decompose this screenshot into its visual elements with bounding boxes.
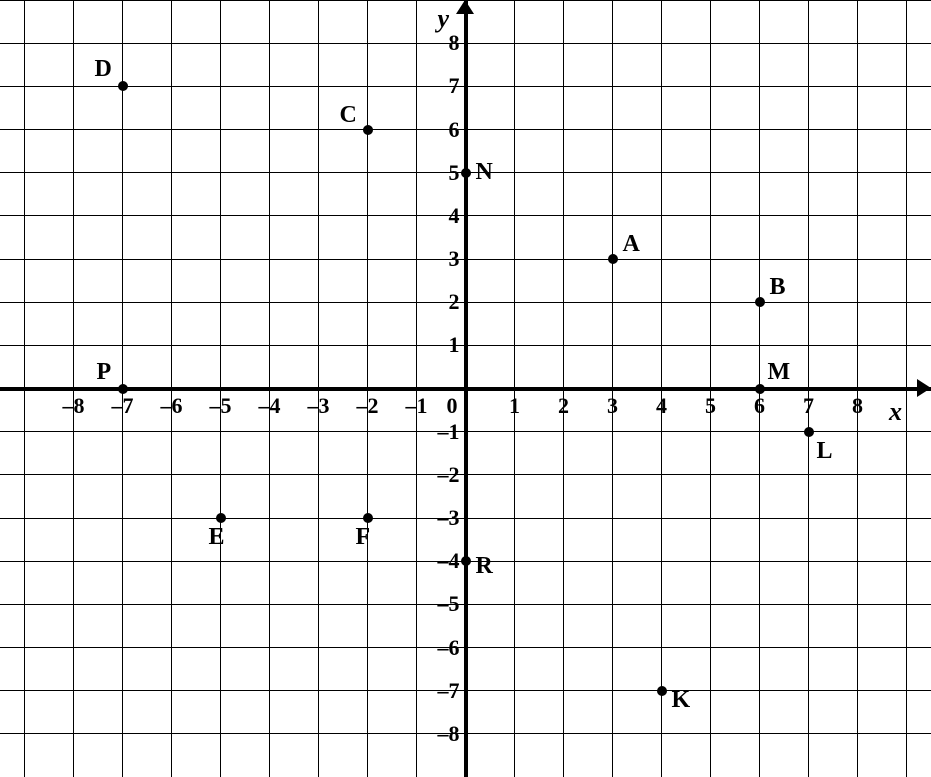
point-label-L: L <box>817 438 833 465</box>
y-tick-label: –8 <box>438 721 460 747</box>
x-tick-label: 8 <box>852 393 863 419</box>
x-tick-label: 6 <box>754 393 765 419</box>
y-axis <box>464 0 468 777</box>
point-M <box>755 384 765 394</box>
point-label-A: A <box>623 231 640 258</box>
y-tick-label: –1 <box>438 419 460 445</box>
x-tick-label: 1 <box>509 393 520 419</box>
y-tick-label: 7 <box>449 73 460 99</box>
point-label-C: C <box>340 102 357 129</box>
y-tick-label: 1 <box>449 332 460 358</box>
point-R <box>461 556 471 566</box>
point-K <box>657 686 667 696</box>
y-tick-label: 4 <box>449 203 460 229</box>
coordinate-plane: –8 –7 –6 –5 –4 –3 –2 –1 1 2 3 4 5 6 7 8 –8 –7 –6 –5 –4 –3 –2 –1… <box>0 0 931 777</box>
point-label-B: B <box>770 274 786 301</box>
x-tick-label: –8 <box>63 393 85 419</box>
x-axis-arrow <box>917 379 931 397</box>
point-D <box>118 81 128 91</box>
point-N <box>461 168 471 178</box>
point-label-K: K <box>672 687 691 714</box>
point-A <box>608 254 618 264</box>
point-label-M: M <box>768 359 791 386</box>
origin-label: 0 <box>447 393 458 419</box>
point-label-F: F <box>356 524 371 551</box>
point-E <box>216 513 226 523</box>
point-P <box>118 384 128 394</box>
y-tick-label: –6 <box>438 635 460 661</box>
x-tick-label: 2 <box>558 393 569 419</box>
y-tick-label: 8 <box>449 30 460 56</box>
y-tick-label: 6 <box>449 117 460 143</box>
y-tick-label: –5 <box>438 591 460 617</box>
y-axis-label: y <box>438 4 450 34</box>
x-tick-label: –6 <box>161 393 183 419</box>
y-axis-arrow <box>456 0 474 14</box>
y-tick-label: 3 <box>449 246 460 272</box>
point-B <box>755 297 765 307</box>
x-tick-label: 3 <box>607 393 618 419</box>
x-tick-label: 4 <box>656 393 667 419</box>
point-label-E: E <box>209 524 225 551</box>
y-tick-label: –3 <box>438 505 460 531</box>
y-tick-label: –4 <box>438 548 460 574</box>
x-tick-label: –5 <box>210 393 232 419</box>
y-tick-label: 2 <box>449 289 460 315</box>
point-label-D: D <box>95 56 112 83</box>
x-tick-label: –7 <box>112 393 134 419</box>
x-tick-label: –1 <box>406 393 428 419</box>
x-tick-label: –2 <box>357 393 379 419</box>
point-L <box>804 427 814 437</box>
point-F <box>363 513 373 523</box>
x-tick-label: –3 <box>308 393 330 419</box>
y-tick-label: –7 <box>438 678 460 704</box>
x-tick-label: 5 <box>705 393 716 419</box>
point-label-P: P <box>97 359 112 386</box>
x-tick-label: 7 <box>803 393 814 419</box>
point-label-R: R <box>476 553 493 580</box>
point-C <box>363 125 373 135</box>
x-axis-label: x <box>889 397 902 427</box>
x-tick-label: –4 <box>259 393 281 419</box>
point-label-N: N <box>476 159 493 186</box>
y-tick-label: 5 <box>449 160 460 186</box>
y-tick-label: –2 <box>438 462 460 488</box>
